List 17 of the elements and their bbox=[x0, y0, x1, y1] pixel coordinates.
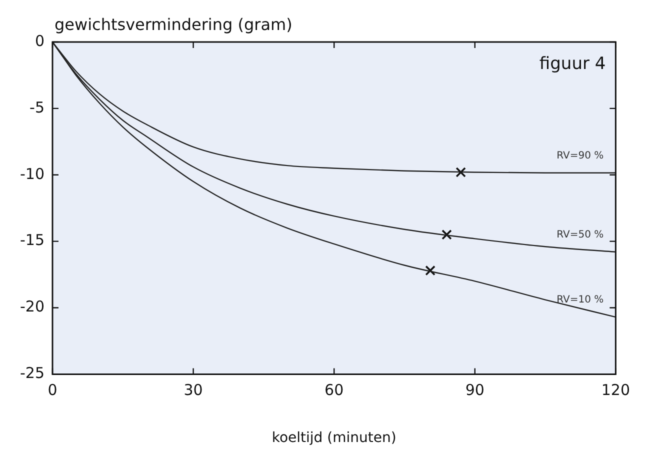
x-tick-label: 120 bbox=[601, 381, 630, 400]
annotation: figuur 4 bbox=[539, 54, 606, 74]
y-tick-label: -5 bbox=[30, 98, 44, 116]
x-tick-label: 30 bbox=[184, 381, 203, 400]
y-axis-title: gewichtsvermindering (gram) bbox=[54, 15, 292, 34]
y-tick-label: -15 bbox=[20, 231, 44, 250]
x-tick-label: 0 bbox=[48, 381, 58, 400]
y-tick-label: 0 bbox=[34, 32, 44, 50]
x-tick-label: 90 bbox=[465, 381, 484, 400]
y-tick-label: -10 bbox=[20, 164, 44, 183]
y-tick-label: -20 bbox=[20, 298, 44, 316]
x-tick-label: 60 bbox=[324, 381, 344, 400]
x-axis-title: koeltijd (minuten) bbox=[272, 430, 396, 446]
y-tick-label: -25 bbox=[20, 364, 44, 382]
series-label: RV=50 % bbox=[556, 230, 604, 241]
series-label: RV=10 % bbox=[556, 294, 604, 306]
series-label: RV=90 % bbox=[556, 150, 604, 162]
